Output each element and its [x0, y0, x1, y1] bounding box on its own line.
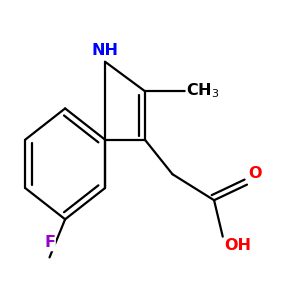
Text: NH: NH: [92, 43, 118, 58]
Text: O: O: [249, 166, 262, 181]
Text: F: F: [44, 236, 55, 250]
Text: OH: OH: [224, 238, 251, 253]
Text: CH$_3$: CH$_3$: [186, 82, 220, 100]
